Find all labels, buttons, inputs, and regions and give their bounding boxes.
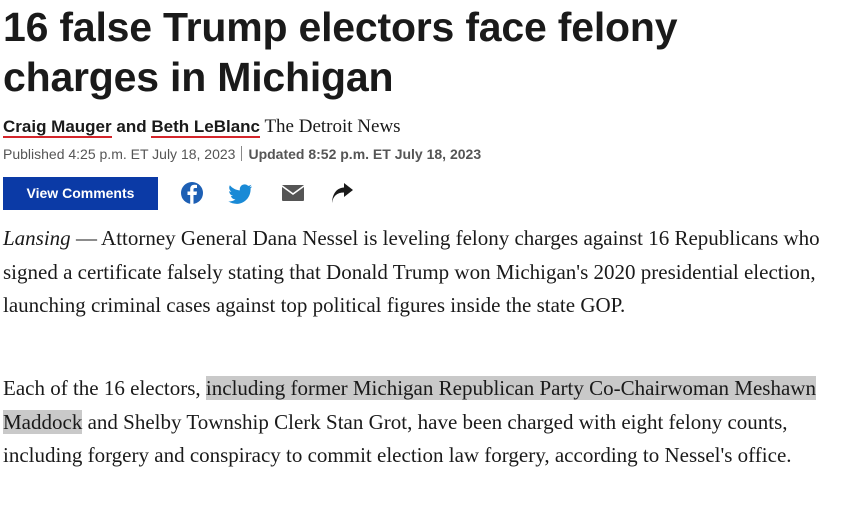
published-date: Published 4:25 p.m. ET July 18, 2023 [3, 146, 236, 162]
comments-button[interactable]: View Comments [3, 177, 158, 210]
dateline: Lansing [3, 226, 71, 250]
paragraph-text: Each of the 16 electors, [3, 376, 206, 400]
paragraph-text: and Shelby Township Clerk Stan Grot, hav… [3, 409, 792, 468]
outlet: The Detroit News [264, 116, 401, 137]
twitter-icon[interactable] [228, 184, 252, 204]
byline-conjunction: and [116, 117, 147, 136]
separator [241, 146, 243, 161]
paragraph-text: — Attorney General Dana Nessel is leveli… [3, 226, 820, 317]
paragraph: Each of the 16 electors, including forme… [3, 372, 833, 473]
share-icons [181, 182, 353, 204]
updated-date: Updated 8:52 p.m. ET July 18, 2023 [248, 146, 482, 162]
share-icon[interactable] [332, 183, 353, 203]
facebook-icon[interactable] [181, 182, 203, 204]
author-link[interactable]: Beth LeBlanc [151, 117, 261, 138]
paragraph: Lansing — Attorney General Dana Nessel i… [3, 222, 833, 323]
byline: Craig Mauger and Beth LeBlanc The Detroi… [3, 116, 401, 138]
email-icon[interactable] [281, 185, 305, 201]
author-link[interactable]: Craig Mauger [3, 117, 112, 138]
headline: 16 false Trump electors face felony char… [3, 4, 678, 100]
dates: Published 4:25 p.m. ET July 18, 2023 Upda… [3, 146, 481, 162]
